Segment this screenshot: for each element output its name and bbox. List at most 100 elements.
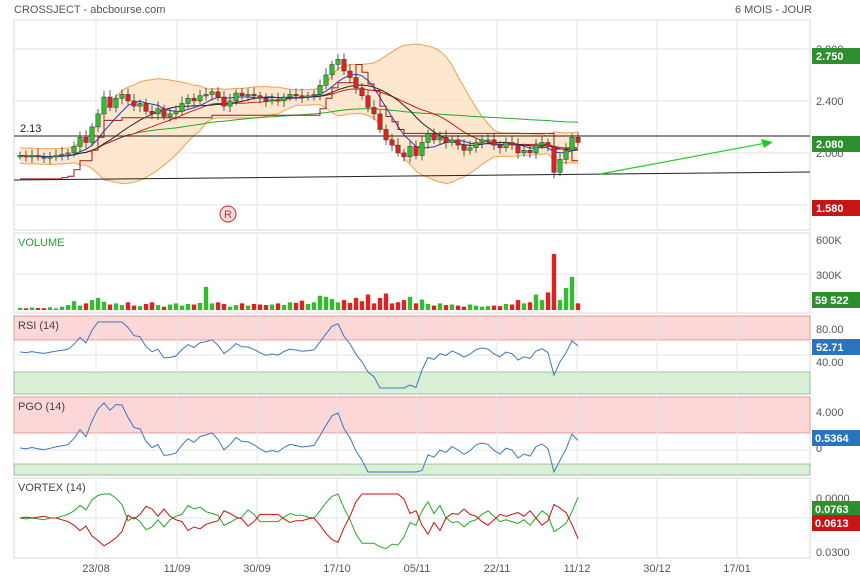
volume-bar xyxy=(215,302,221,310)
candle-body xyxy=(533,144,539,154)
volume-bar xyxy=(269,304,275,310)
volume-bar xyxy=(305,303,311,310)
volume-bar xyxy=(515,300,521,310)
candle-body xyxy=(389,139,395,146)
candle-body xyxy=(215,91,221,98)
candle-body xyxy=(491,139,497,146)
candle-body xyxy=(35,155,41,158)
x-tick-label: 30/09 xyxy=(243,563,271,575)
volume-bar xyxy=(23,308,29,310)
volume-bar xyxy=(407,296,413,310)
volume-panel: VOLUME 600K 300K 59 522 xyxy=(13,232,860,314)
volume-bar xyxy=(557,300,563,310)
x-tick-label: 11/09 xyxy=(164,563,191,575)
badge-vortex-plus: 0.0763 xyxy=(812,501,860,517)
source-label: abcbourse.com xyxy=(90,4,165,16)
volume-bar xyxy=(317,295,323,310)
candle-body xyxy=(341,59,347,72)
volume-bar xyxy=(323,296,329,310)
candle-body xyxy=(287,94,293,98)
volume-bar xyxy=(545,292,551,310)
candle-body xyxy=(257,95,263,99)
candlesticks xyxy=(17,53,581,179)
candle-body xyxy=(221,96,227,107)
volume-bar xyxy=(353,297,359,310)
support-trendline xyxy=(13,171,811,181)
event-marker[interactable] xyxy=(219,205,237,223)
x-tick-label: 30/12 xyxy=(643,563,671,575)
volume-bar xyxy=(467,304,473,310)
volume-bar xyxy=(443,305,449,310)
volume-bar xyxy=(413,303,419,310)
candle-body xyxy=(539,142,545,146)
volume-bar xyxy=(485,306,491,310)
volume-bar xyxy=(431,305,437,310)
volume-bar xyxy=(389,303,395,310)
x-tick-label: 22/11 xyxy=(484,563,511,575)
candle-body xyxy=(197,95,203,102)
candle-body xyxy=(455,139,461,146)
candle-body xyxy=(41,156,47,159)
volume-bar xyxy=(455,305,461,310)
candle-body xyxy=(71,146,77,154)
volume-bar xyxy=(347,302,353,310)
volume-bar xyxy=(125,302,131,310)
candle-body xyxy=(275,99,281,102)
candle-body xyxy=(407,146,413,158)
volume-bar xyxy=(275,303,281,310)
volume-bar xyxy=(179,305,185,310)
candle-body xyxy=(563,150,569,160)
candle-body xyxy=(437,137,443,141)
rsi-oversold-zone xyxy=(13,371,811,395)
vortex-grid xyxy=(14,478,810,558)
volume-bar xyxy=(287,302,293,310)
volume-bar xyxy=(167,304,173,310)
projection-arrow-head xyxy=(761,139,773,148)
volume-bar xyxy=(329,299,335,310)
svg-text:52.71: 52.71 xyxy=(816,342,844,354)
badge-volume: 59 522 xyxy=(812,292,860,308)
candle-body xyxy=(125,94,131,102)
rsi-line xyxy=(19,321,579,389)
volume-bar xyxy=(29,307,35,310)
candle-body xyxy=(353,77,359,89)
vortex-tick-bottom: 0.0300 xyxy=(816,547,850,559)
candle-body xyxy=(251,94,257,97)
volume-bar xyxy=(425,303,431,310)
vortex-title: VORTEX (14) xyxy=(18,482,86,494)
candle-body xyxy=(323,74,329,86)
x-tick-label: 05/11 xyxy=(404,563,431,575)
volume-bar xyxy=(491,305,497,310)
volume-tick-300k: 300K xyxy=(816,270,842,282)
volume-bar xyxy=(509,304,515,310)
rsi-panel: RSI (14) 80.00 40.00 52.71 xyxy=(13,315,860,395)
candle-body xyxy=(359,87,365,96)
candle-body xyxy=(401,152,407,158)
candle-body xyxy=(17,155,23,158)
volume-bar xyxy=(449,304,455,310)
volume-bar xyxy=(527,302,533,310)
candle-body xyxy=(131,100,137,107)
candle-body xyxy=(107,96,113,108)
volume-bar xyxy=(563,288,569,310)
candle-body xyxy=(185,98,191,104)
volume-bar xyxy=(533,294,539,310)
candle-body xyxy=(293,94,299,97)
candle-body xyxy=(191,98,197,102)
candle-body xyxy=(461,144,467,151)
svg-text:2.750: 2.750 xyxy=(816,51,844,63)
pgo-title: PGO (14) xyxy=(18,401,65,413)
candle-body xyxy=(167,113,173,117)
mm7-line xyxy=(19,73,579,158)
badge-vortex-minus: 0.0613 xyxy=(812,515,860,531)
x-tick-label: 17/01 xyxy=(723,563,751,575)
candle-body xyxy=(101,96,107,115)
volume-bar xyxy=(203,286,209,310)
candle-body xyxy=(83,137,89,143)
pgo-grid xyxy=(14,397,810,475)
candle-body xyxy=(179,103,185,112)
volume-bar xyxy=(191,304,197,310)
period-label[interactable]: 6 MOIS - JOUR xyxy=(735,4,812,16)
svg-text:0.5364: 0.5364 xyxy=(815,433,850,445)
badge-rsi: 52.71 xyxy=(812,339,860,355)
